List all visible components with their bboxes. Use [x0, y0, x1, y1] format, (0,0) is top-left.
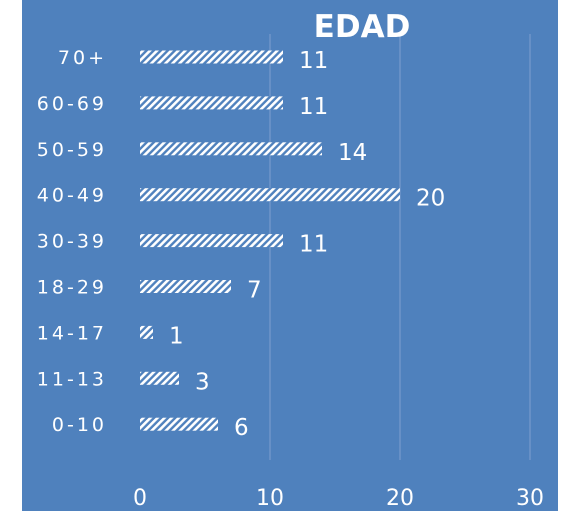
bar: [140, 371, 179, 385]
category-label: 60-69: [37, 93, 107, 115]
chart-frame: EDAD 70+ 60-69 50-59 40-49 30-39 18-29 14-17 11…: [22, 0, 558, 511]
bar: [140, 280, 231, 293]
data-label: 11: [299, 232, 328, 258]
bar: [140, 188, 400, 202]
bar: [140, 325, 153, 339]
data-label: 7: [247, 278, 262, 304]
chart-background: [22, 0, 558, 511]
data-label: 20: [416, 186, 445, 212]
category-labels: 70+ 60-69 50-59 40-49 30-39 18-29 14-17 11-13 0-…: [37, 47, 107, 436]
x-tick-label: 0: [133, 486, 147, 511]
category-label: 14-17: [37, 322, 107, 344]
data-label: 11: [299, 48, 328, 74]
data-label: 3: [195, 369, 210, 395]
category-label: 0-10: [52, 414, 107, 436]
data-label: 1: [169, 323, 184, 349]
category-label: 18-29: [37, 277, 107, 299]
x-axis-tick-labels: 0 10 20 30: [133, 486, 544, 511]
bar-chart: EDAD 70+60-6950-5940-4930-3918-2914-1711…: [22, 0, 558, 511]
data-label: 11: [299, 94, 328, 120]
bar: [140, 96, 283, 110]
bars: [140, 50, 400, 431]
x-tick-label: 10: [256, 486, 284, 511]
category-label: 50-59: [37, 139, 107, 161]
data-label: 14: [338, 140, 367, 166]
bar: [140, 417, 218, 431]
bar: [140, 142, 322, 156]
bar: [140, 234, 283, 248]
data-labels: 11 11 14 20 11 7 136: [169, 48, 445, 441]
category-label: 40-49: [37, 185, 107, 207]
data-label: 6: [234, 415, 249, 441]
category-label: 70+: [58, 47, 107, 69]
x-tick-label: 30: [516, 486, 544, 511]
bar: [140, 50, 283, 64]
category-label: 30-39: [37, 231, 107, 253]
category-label: 11-13: [37, 368, 107, 390]
x-tick-label: 20: [386, 486, 414, 511]
chart-title: EDAD: [314, 9, 411, 45]
